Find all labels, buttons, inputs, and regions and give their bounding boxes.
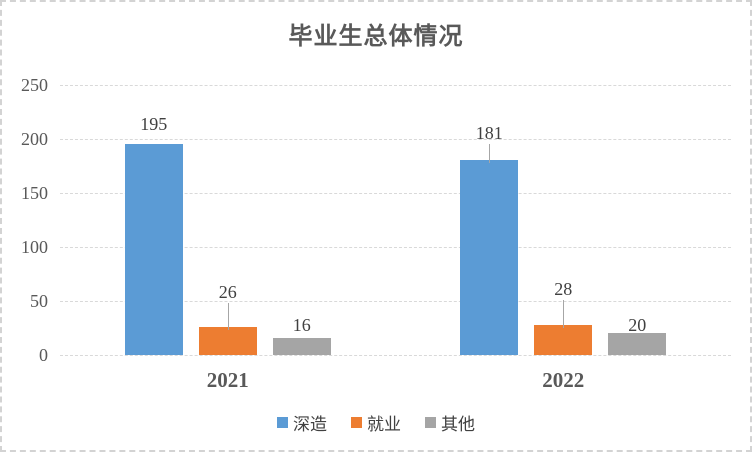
x-axis-category-label: 2021 — [206, 368, 249, 392]
leader-line — [489, 143, 491, 163]
gridline — [60, 355, 731, 356]
gridline — [60, 139, 731, 140]
legend-label: 其他 — [441, 414, 475, 434]
legend-item-深造: 深造 — [277, 410, 327, 435]
legend-swatch-icon — [277, 416, 288, 428]
legend-label: 深造 — [293, 414, 327, 434]
legend: 深造 就业 其他 — [2, 408, 750, 436]
x-axis-category-label: 2022 — [542, 368, 585, 392]
y-axis-tick-label: 200 — [21, 129, 48, 149]
y-axis-tick-label: 0 — [39, 345, 48, 365]
bar-深造-2022 — [460, 159, 519, 355]
bar-其他-2022 — [608, 333, 667, 355]
data-label: 16 — [292, 314, 311, 335]
data-label: 26 — [218, 281, 237, 302]
bar-深造-2021 — [124, 144, 183, 355]
legend-item-就业: 就业 — [351, 410, 401, 435]
data-label: 181 — [475, 122, 503, 143]
legend-swatch-icon — [351, 416, 362, 428]
gridline — [60, 85, 731, 86]
data-label: 20 — [628, 315, 647, 336]
leader-line — [563, 299, 565, 328]
legend-item-其他: 其他 — [425, 410, 475, 435]
bar-其他-2021 — [272, 337, 331, 355]
y-axis-tick-label: 150 — [21, 183, 48, 203]
gridline — [60, 247, 731, 248]
leader-line — [227, 302, 229, 330]
gridline — [60, 301, 731, 302]
data-label: 195 — [140, 114, 168, 135]
legend-swatch-icon — [425, 416, 436, 428]
data-label: 28 — [554, 278, 573, 299]
y-axis-tick-label: 100 — [21, 237, 48, 257]
gridline — [60, 193, 731, 194]
legend-label: 就业 — [367, 414, 401, 434]
bar-就业-2021 — [198, 326, 257, 355]
y-axis-tick-label: 250 — [21, 75, 48, 95]
chart-title: 毕业生总体情况 — [288, 23, 464, 50]
bar-就业-2022 — [534, 324, 593, 355]
y-axis-tick-label: 50 — [30, 291, 48, 311]
